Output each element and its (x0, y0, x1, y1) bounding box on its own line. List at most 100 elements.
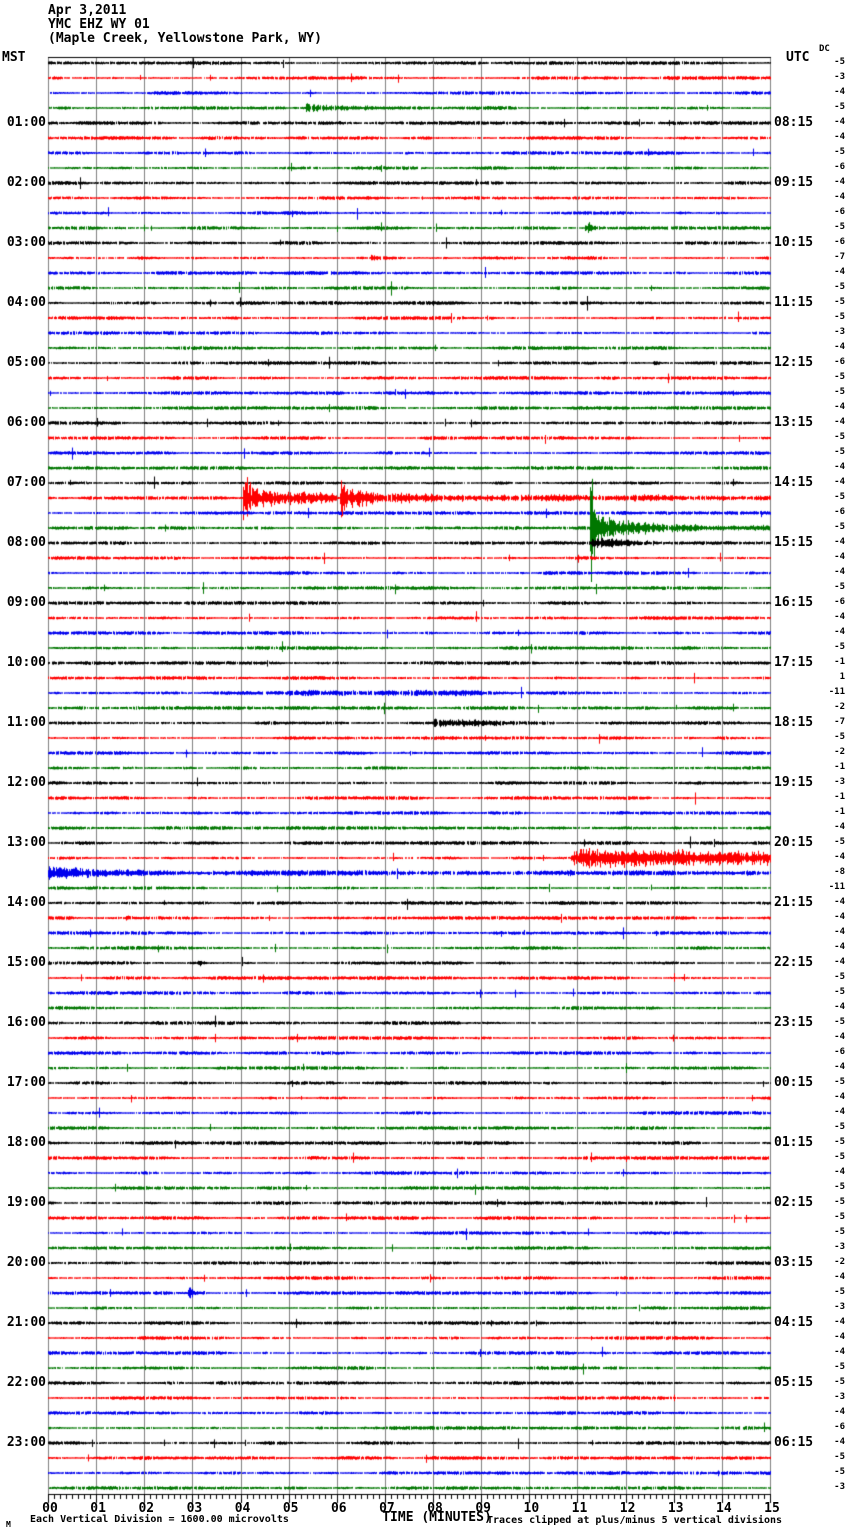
dc-offset-value: -5 (834, 1362, 845, 1372)
dc-offset-value: -5 (834, 1377, 845, 1387)
dc-offset-value: -5 (834, 1152, 845, 1162)
mst-time-label: 04:00 (6, 295, 46, 310)
dc-offset-value: -4 (834, 402, 845, 412)
dc-offset-value: -5 (834, 1137, 845, 1147)
dc-offset-value: -4 (834, 1062, 845, 1072)
dc-offset-value: -5 (834, 1182, 845, 1192)
x-tick-label: 03 (186, 1501, 203, 1516)
dc-offset-value: -4 (834, 627, 845, 637)
dc-offset-value: -5 (834, 102, 845, 112)
dc-offset-value: -5 (834, 1197, 845, 1207)
x-tick-label: 05 (282, 1501, 299, 1516)
dc-offset-value: -5 (834, 147, 845, 157)
dc-offset-value: -5 (834, 387, 845, 397)
dc-offset-value: -5 (834, 1017, 845, 1027)
dc-offset-value: -5 (834, 1227, 845, 1237)
mst-time-label: 14:00 (6, 895, 46, 910)
dc-offset-value: -5 (834, 582, 845, 592)
dc-offset-value: -1 (834, 657, 845, 667)
dc-offset-value: -3 (834, 1302, 845, 1312)
utc-time-label: 04:15 (774, 1315, 814, 1330)
dc-offset-value: -7 (834, 252, 845, 262)
footer-scale-note: Each Vertical Division = 1600.00 microvo… (30, 1514, 289, 1525)
mst-time-label: 18:00 (6, 1135, 46, 1150)
dc-offset-value: -3 (834, 1392, 845, 1402)
x-tick-label: 09 (475, 1501, 492, 1516)
dc-offset-value: 1 (839, 672, 845, 682)
dc-offset-value: -5 (834, 987, 845, 997)
dc-offset-value: -5 (834, 222, 845, 232)
x-tick-label: 04 (234, 1501, 251, 1516)
dc-offset-value: -6 (834, 597, 845, 607)
utc-time-label: 08:15 (774, 115, 814, 130)
utc-time-label: 00:15 (774, 1075, 814, 1090)
utc-time-label: 05:15 (774, 1375, 814, 1390)
mst-time-label: 06:00 (6, 415, 46, 430)
dc-offset-value: -6 (834, 162, 845, 172)
dc-offset-value: -5 (834, 522, 845, 532)
mst-time-label: 15:00 (6, 955, 46, 970)
dc-offset-value: -5 (834, 1212, 845, 1222)
dc-offset-value: -3 (834, 777, 845, 787)
dc-offset-value: -4 (834, 957, 845, 967)
x-tick-label: 13 (667, 1501, 684, 1516)
mst-time-label: 23:00 (6, 1435, 46, 1450)
dc-offset-value: -2 (834, 702, 845, 712)
dc-offset-value: -4 (834, 1437, 845, 1447)
dc-offset-value: -5 (834, 372, 845, 382)
x-tick-label: 06 (330, 1501, 347, 1516)
dc-offset-value: -4 (834, 1032, 845, 1042)
x-tick-label: 15 (764, 1501, 780, 1516)
dc-offset-value: -5 (834, 837, 845, 847)
footer-corner-glyph: M (6, 1520, 11, 1529)
x-tick-label: 02 (138, 1501, 155, 1516)
utc-time-label: 06:15 (774, 1435, 814, 1450)
dc-offset-value: -3 (834, 1242, 845, 1252)
dc-offset-value: -6 (834, 207, 845, 217)
x-tick-label: 14 (716, 1501, 732, 1516)
utc-time-label: 03:15 (774, 1255, 814, 1270)
dc-offset-value: -6 (834, 507, 845, 517)
utc-time-label: 01:15 (774, 1135, 814, 1150)
x-tick-label: 11 (571, 1501, 588, 1516)
x-axis-title: TIME (MINUTES) (382, 1510, 492, 1525)
dc-offset-value: -4 (834, 1167, 845, 1177)
dc-offset-value: -1 (834, 792, 845, 802)
mst-time-label: 10:00 (6, 655, 46, 670)
x-tick-label: 01 (90, 1501, 106, 1516)
dc-offset-value: -4 (834, 822, 845, 832)
dc-offset-value: -5 (834, 1467, 845, 1477)
dc-offset-value: -4 (834, 462, 845, 472)
dc-offset-value: -4 (834, 927, 845, 937)
utc-time-label: 11:15 (774, 295, 814, 310)
dc-offset-value: -4 (834, 567, 845, 577)
dc-offset-value: -4 (834, 612, 845, 622)
dc-offset-value: -8 (834, 867, 845, 877)
dc-offset-value: -4 (834, 267, 845, 277)
mst-time-label: 20:00 (6, 1255, 46, 1270)
dc-offset-value: -4 (834, 342, 845, 352)
dc-offset-value: -4 (834, 912, 845, 922)
dc-offset-value: -4 (834, 552, 845, 562)
dc-offset-value: -5 (834, 1077, 845, 1087)
utc-time-label: 22:15 (774, 955, 814, 970)
utc-time-label: 13:15 (774, 415, 814, 430)
dc-axis-label: DC (819, 44, 830, 54)
dc-offset-value: -4 (834, 1332, 845, 1342)
dc-offset-value: -4 (834, 477, 845, 487)
dc-offset-value: -11 (828, 687, 845, 697)
dc-offset-value: -6 (834, 357, 845, 367)
dc-offset-value: -4 (834, 132, 845, 142)
utc-time-label: 14:15 (774, 475, 814, 490)
utc-time-label: 20:15 (774, 835, 814, 850)
dc-offset-value: -5 (834, 492, 845, 502)
dc-offset-value: -5 (834, 297, 845, 307)
dc-offset-value: -4 (834, 177, 845, 187)
mst-time-label: 09:00 (6, 595, 46, 610)
dc-offset-value: -5 (834, 57, 845, 67)
utc-time-label: 17:15 (774, 655, 814, 670)
utc-time-label: 02:15 (774, 1195, 814, 1210)
dc-offset-value: -6 (834, 1047, 845, 1057)
